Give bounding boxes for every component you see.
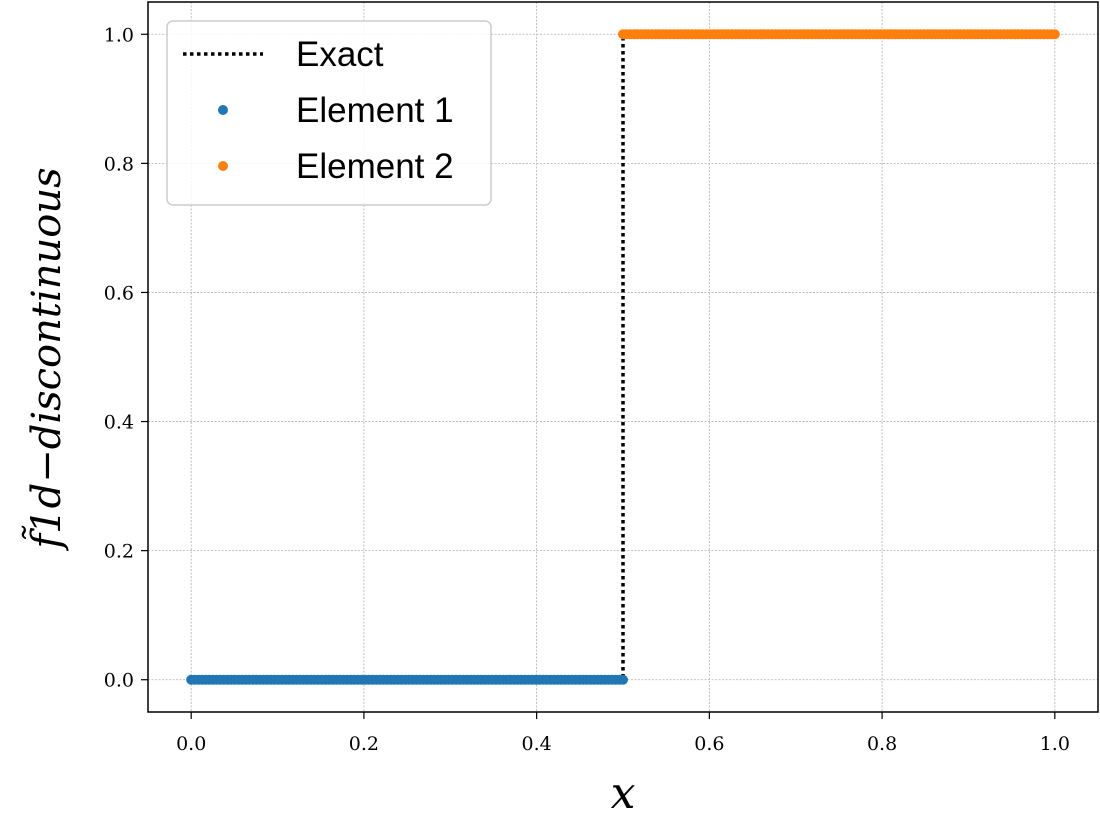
data-point	[618, 674, 628, 685]
ticks: 0.0 0.2 0.4 0.6 0.8 1.0 0.0 0.2 0.4 0.6 0.8 1.0	[104, 24, 1070, 755]
y-tick-label: 0.4	[104, 412, 134, 434]
legend-box	[166, 20, 492, 206]
y-tick-label: 0.0	[104, 670, 134, 692]
y-axis-label: f̃1d−discontinuous	[21, 167, 70, 551]
x-tick-label: 0.2	[349, 733, 379, 755]
y-tick-label: 1.0	[104, 24, 134, 46]
x-tick-label: 0.6	[694, 733, 724, 755]
series-layer	[186, 29, 1060, 685]
x-tick-label: 0.8	[867, 733, 897, 755]
series-element-1	[186, 674, 628, 685]
legend-element1-label: Element 1	[296, 91, 454, 130]
y-tick-label: 0.6	[104, 282, 134, 304]
legend: Exact Element 1 Element 2	[166, 20, 492, 206]
x-tick-label: 0.4	[522, 733, 552, 755]
x-axis-label: x	[611, 768, 636, 818]
x-tick-label: 1.0	[1040, 733, 1070, 755]
legend-element1-swatch	[218, 105, 228, 115]
plot-frame	[147, 1, 1099, 713]
x-tick-label: 0.0	[176, 733, 206, 755]
y-tick-label: 0.8	[104, 153, 134, 175]
data-point	[1049, 29, 1060, 40]
legend-element2-swatch	[218, 161, 228, 171]
y-tick-label: 0.2	[104, 541, 134, 563]
legend-element2-label: Element 2	[296, 147, 454, 186]
series-element-2	[618, 29, 1060, 40]
legend-exact-label: Exact	[296, 35, 384, 74]
